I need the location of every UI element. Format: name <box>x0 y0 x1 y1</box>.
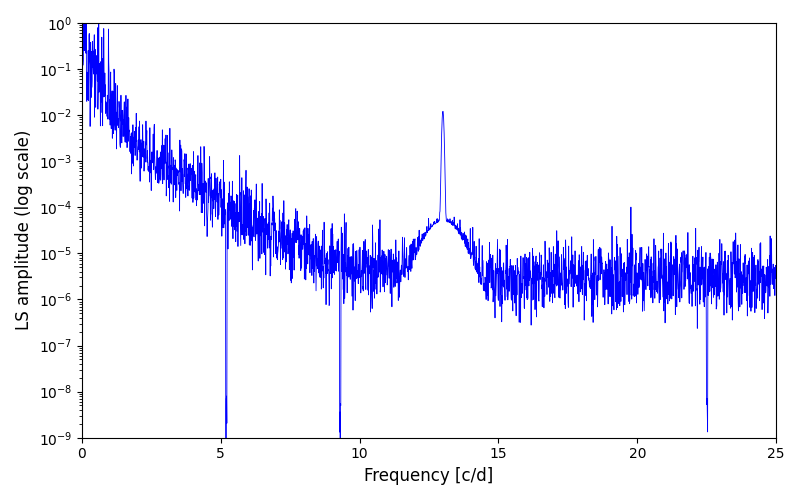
Y-axis label: LS amplitude (log scale): LS amplitude (log scale) <box>15 130 33 330</box>
X-axis label: Frequency [c/d]: Frequency [c/d] <box>364 467 494 485</box>
